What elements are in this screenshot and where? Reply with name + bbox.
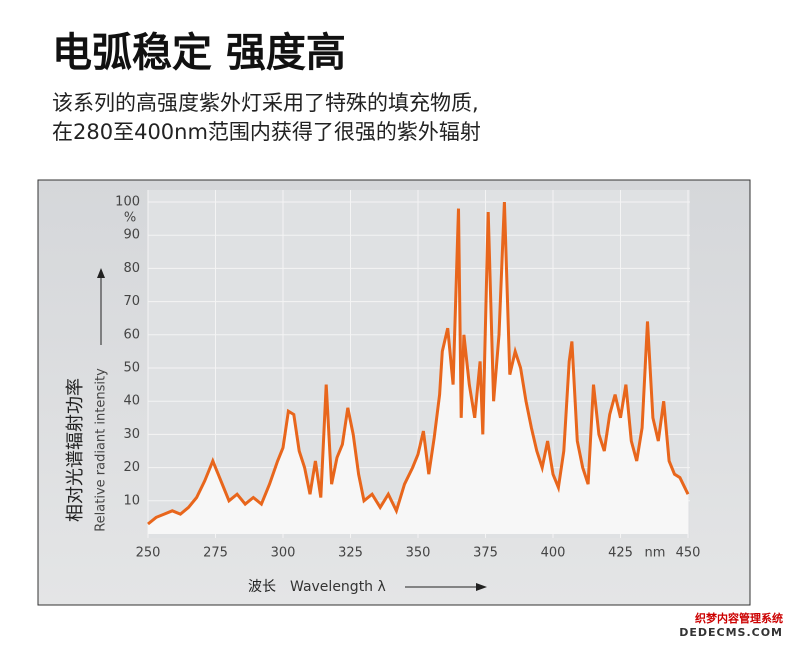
watermark: DEDECMS.COM [679, 626, 783, 639]
y-tick-label: 60 [123, 327, 140, 342]
y-tick-label: 30 [123, 427, 140, 442]
x-tick-label: 325 [338, 546, 363, 561]
title: 电弧稳定 强度高 [52, 30, 346, 76]
subtitle: 在280至400nm范围内获得了很强的紫外辐射 [52, 120, 481, 144]
x-tick-label: 275 [203, 546, 228, 561]
x-tick-label: 350 [406, 546, 431, 561]
arrow-head [476, 583, 487, 591]
x-tick-label: 450 [676, 546, 701, 561]
x-unit: nm [645, 546, 666, 561]
x-tick-label: 250 [136, 546, 161, 561]
y-tick-label: 90 [123, 228, 140, 243]
watermark: 织梦内容管理系统 [695, 611, 783, 625]
x-axis-label: Wavelength λ [290, 579, 386, 595]
subtitle: 该系列的高强度紫外灯采用了特殊的填充物质, [52, 91, 479, 115]
line [147, 201, 690, 526]
y-axis-label: 相对光谱辐射功率 [65, 378, 86, 522]
y-tick-label: 70 [123, 294, 140, 309]
y-axis-label: Relative radiant intensity [94, 368, 109, 532]
x-tick-label: 300 [271, 546, 296, 561]
y-unit: % [124, 211, 136, 226]
y-tick-label: 20 [123, 460, 140, 475]
y-tick-label: 40 [123, 394, 140, 409]
arrow-head [97, 268, 105, 278]
x-axis-label: 波长 [248, 579, 276, 595]
y-tick-label: 50 [123, 361, 140, 376]
y-tick-label: 100 [115, 195, 140, 210]
x-tick-label: 425 [608, 546, 633, 561]
y-tick-label: 10 [123, 493, 140, 508]
y-tick-label: 80 [123, 261, 140, 276]
x-tick-label: 400 [541, 546, 566, 561]
x-tick-label: 375 [473, 546, 498, 561]
